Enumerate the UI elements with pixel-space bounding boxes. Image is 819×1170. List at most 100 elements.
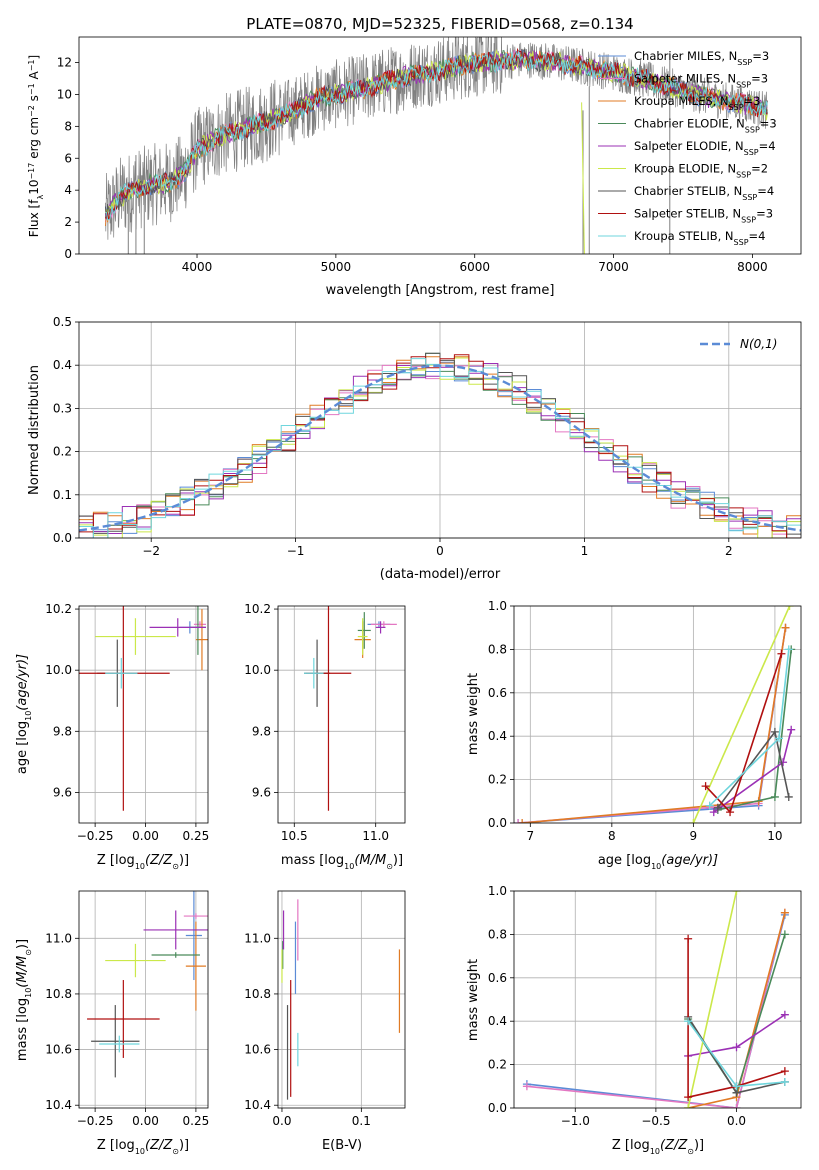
x-axis-label-part: )]	[179, 853, 189, 868]
y-axis-label: mass [log10(M/M⊙)]	[15, 939, 33, 1061]
x-axis-label-part: 10	[651, 862, 661, 871]
chart-title: PLATE=0870, MJD=52325, FIBERID=0568, z=0…	[246, 15, 633, 33]
histogram-step	[79, 358, 801, 538]
axes-age-mass: 10.5 11.0 9.6 9.8 10.0 10.2	[244, 602, 406, 843]
axes-frame	[78, 605, 209, 824]
x-tick-label: 7000	[598, 260, 629, 274]
y-tick-label: 9.8	[252, 724, 271, 738]
x-axis-label-part: ⊙	[687, 1147, 694, 1156]
y-tick-label: 10.6	[244, 1043, 271, 1057]
legend-label: Salpeter ELODIE, NSSP=4	[634, 139, 776, 157]
x-tick-label: 0.25	[183, 829, 210, 843]
y-tick-label: 0	[64, 247, 72, 261]
y-tick-label: 1.0	[488, 884, 507, 898]
legend-label-suffix: =3	[744, 94, 761, 108]
legend-label-name: Chabrier STELIB, N	[634, 184, 742, 198]
y-axis-label-part: 10	[27, 180, 41, 195]
legend-label-name: Kroupa MILES, N	[634, 94, 729, 108]
y-tick-label: 10.2	[45, 602, 72, 616]
legend-label: Kroupa MILES, NSSP=3	[634, 94, 760, 112]
point-marker	[684, 1104, 693, 1108]
legend-label-sub: SSP	[745, 125, 760, 134]
legend-label: N(0,1)	[740, 337, 777, 351]
x-axis-label-part: age [log	[598, 853, 651, 868]
point-marker	[701, 782, 710, 791]
y-axis-label-part: A	[27, 70, 41, 83]
legend-label-name: Chabrier MILES, N	[634, 49, 737, 63]
y-tick-label: 0.4	[488, 1014, 507, 1028]
y-tick-label: 1.0	[488, 599, 507, 613]
legend-label-sub: SSP	[736, 170, 751, 179]
y-axis-label-part: −1	[27, 59, 36, 71]
legend-label: Salpeter STELIB, NSSP=3	[634, 207, 773, 225]
legend-label-suffix: =4	[757, 184, 774, 198]
x-tick-label: 0.00	[132, 1114, 159, 1128]
x-axis-label: E(B-V)	[322, 1138, 362, 1153]
legend-label-sub: SSP	[736, 80, 751, 89]
y-axis-label-part: )]	[15, 939, 30, 949]
y-axis-label: Normed distribution	[27, 365, 42, 495]
y-axis-label: mass weight	[466, 673, 481, 755]
x-axis-label: wavelength [Angstrom, rest frame]	[326, 283, 555, 298]
legend-label-name: Salpeter MILES, N	[634, 72, 736, 86]
series-line	[687, 891, 738, 1108]
x-axis-label-part: (age/yr)]	[661, 853, 718, 868]
point-marker	[713, 803, 722, 812]
x-axis-label-part: ⊙	[172, 1147, 179, 1156]
x-axis-label: Z [log10(Z/Z⊙)]	[97, 853, 189, 871]
point-marker	[780, 1010, 789, 1019]
y-tick-label: 0.5	[53, 315, 72, 329]
plot-area	[104, 37, 769, 254]
axes-frame	[277, 605, 406, 824]
x-tick-label: 11.0	[362, 829, 389, 843]
y-tick-label: 10.4	[45, 1098, 72, 1112]
point-marker	[732, 1082, 741, 1091]
axes-mw-age: 7 8 9 10 0.0 0.2 0.4 0.6 0.8 1.0	[488, 599, 802, 843]
point-marker	[514, 819, 523, 823]
point-marker	[784, 792, 793, 801]
plot-area	[281, 899, 401, 1100]
point-marker	[709, 808, 718, 817]
point-marker	[732, 891, 741, 895]
x-axis-label-part: Z [log	[612, 1138, 650, 1153]
x-tick-label: −0.25	[77, 1114, 114, 1128]
y-axis-label: mass weight	[466, 959, 481, 1041]
y-axis-label-part: (M/M	[15, 956, 30, 988]
axes-frame	[513, 890, 802, 1109]
axes-frame	[78, 890, 209, 1109]
histogram-step	[79, 352, 801, 535]
model-spectrum-line	[104, 49, 768, 215]
legend-label-name: Chabrier ELODIE, N	[634, 117, 745, 131]
plot-area	[514, 606, 796, 823]
x-tick-label: 5000	[321, 260, 352, 274]
y-tick-label: 0.1	[53, 488, 72, 502]
y-tick-label: 10.8	[45, 987, 72, 1001]
series-line	[522, 627, 787, 823]
y-axis-label-part: (age/yr)]	[15, 654, 30, 711]
y-axis-label-part: λ	[36, 195, 45, 200]
point-marker	[770, 727, 779, 736]
y-tick-label: 6	[64, 151, 72, 165]
legend-label-sub: SSP	[737, 58, 752, 67]
legend-label-suffix: =2	[751, 162, 768, 176]
x-tick-label: 1	[581, 544, 589, 558]
point-marker	[684, 934, 693, 943]
y-tick-label: 10	[57, 87, 72, 101]
point-marker	[781, 623, 790, 632]
x-tick-label: −2	[142, 544, 160, 558]
y-axis-label-part: ]	[27, 55, 41, 60]
x-tick-label: 10.5	[281, 829, 308, 843]
x-tick-label: −1.0	[561, 1114, 590, 1128]
point-marker	[777, 649, 786, 658]
point-marker	[770, 792, 779, 801]
x-tick-label: 0.0	[272, 1114, 291, 1128]
point-marker	[774, 734, 783, 743]
legend-label-name: Salpeter ELODIE, N	[634, 139, 744, 153]
x-axis-label-part: Z [log	[97, 853, 135, 868]
y-tick-label: 10.4	[244, 1098, 271, 1112]
y-tick-label: 10.8	[244, 987, 271, 1001]
y-tick-label: 8	[64, 119, 72, 133]
y-axis-label-part: Flux [f	[27, 199, 41, 237]
y-axis-label-part: mass [log	[15, 998, 30, 1061]
x-axis-label: Z [log10(Z/Z⊙)]	[612, 1138, 704, 1156]
